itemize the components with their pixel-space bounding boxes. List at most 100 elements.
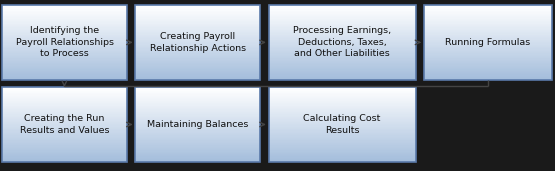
Bar xyxy=(269,130,416,132)
Bar xyxy=(269,140,416,142)
Bar xyxy=(269,9,416,10)
Bar xyxy=(135,73,260,75)
Bar xyxy=(135,66,260,67)
Bar xyxy=(135,94,260,96)
Bar xyxy=(269,111,416,112)
Bar xyxy=(2,143,127,144)
Bar xyxy=(424,43,552,45)
Bar xyxy=(2,140,127,142)
Bar xyxy=(269,25,416,26)
Bar xyxy=(2,122,127,123)
Bar xyxy=(2,71,127,72)
Bar xyxy=(2,91,127,92)
Bar xyxy=(269,45,416,46)
Bar xyxy=(269,57,416,58)
Bar xyxy=(269,112,416,113)
Bar xyxy=(269,152,416,153)
Bar xyxy=(269,68,416,70)
Bar xyxy=(2,107,127,108)
Bar xyxy=(135,137,260,138)
Bar xyxy=(2,150,127,152)
Text: Creating Payroll
Relationship Actions: Creating Payroll Relationship Actions xyxy=(150,32,246,52)
Bar xyxy=(269,10,416,11)
Bar xyxy=(424,41,552,42)
Bar xyxy=(269,32,416,34)
Bar xyxy=(269,144,416,146)
Bar xyxy=(424,12,552,14)
Bar xyxy=(269,11,416,12)
Bar xyxy=(135,63,260,65)
Bar xyxy=(269,7,416,9)
Bar xyxy=(2,137,127,138)
Bar xyxy=(135,122,260,123)
Bar xyxy=(424,77,552,78)
Bar xyxy=(135,43,260,45)
Bar xyxy=(424,69,552,71)
Bar xyxy=(269,22,416,24)
Bar xyxy=(2,159,127,160)
Bar xyxy=(269,153,416,154)
Bar xyxy=(135,152,260,153)
Bar xyxy=(135,135,260,137)
Bar xyxy=(424,17,552,19)
Bar xyxy=(424,36,552,37)
Bar xyxy=(135,128,260,129)
Bar xyxy=(269,149,416,150)
Bar xyxy=(135,34,260,35)
Bar xyxy=(269,93,416,95)
Bar xyxy=(135,102,260,103)
Bar xyxy=(269,26,416,28)
Bar xyxy=(135,93,260,95)
Bar xyxy=(2,97,127,98)
Bar xyxy=(269,61,416,62)
Bar xyxy=(135,160,260,162)
Bar xyxy=(269,29,416,30)
Bar xyxy=(2,38,127,40)
Bar xyxy=(135,76,260,77)
Bar xyxy=(2,62,127,63)
Bar xyxy=(424,64,552,66)
Bar xyxy=(135,11,260,12)
Bar xyxy=(269,145,416,147)
Bar xyxy=(2,134,127,136)
Bar xyxy=(424,14,552,15)
Bar xyxy=(135,96,260,97)
Bar xyxy=(2,67,127,68)
Bar xyxy=(269,71,416,72)
Bar xyxy=(135,113,260,115)
Bar xyxy=(135,6,260,8)
Bar xyxy=(2,119,127,121)
Bar xyxy=(269,118,416,119)
Bar xyxy=(135,158,260,159)
Bar xyxy=(135,106,260,107)
Bar xyxy=(2,121,127,122)
Bar xyxy=(269,58,416,60)
Bar xyxy=(2,116,127,117)
Bar xyxy=(135,5,260,80)
Bar xyxy=(2,152,127,153)
Bar xyxy=(135,108,260,110)
Bar xyxy=(135,121,260,122)
Bar xyxy=(424,10,552,11)
Bar xyxy=(424,60,552,61)
Bar xyxy=(2,114,127,116)
Bar xyxy=(269,108,416,110)
Bar xyxy=(2,40,127,41)
Bar xyxy=(2,68,127,70)
Bar xyxy=(135,72,260,73)
Bar xyxy=(135,154,260,155)
Bar xyxy=(269,52,416,54)
Bar xyxy=(269,104,416,106)
Bar xyxy=(424,42,552,44)
Bar xyxy=(269,30,416,31)
Bar xyxy=(269,127,416,128)
Bar xyxy=(135,48,260,50)
Bar xyxy=(135,19,260,20)
Bar xyxy=(269,15,416,16)
Bar xyxy=(269,87,416,162)
Bar xyxy=(2,12,127,14)
Text: Running Formulas: Running Formulas xyxy=(445,38,531,47)
Bar xyxy=(2,138,127,139)
Bar xyxy=(135,26,260,28)
Bar xyxy=(269,55,416,56)
